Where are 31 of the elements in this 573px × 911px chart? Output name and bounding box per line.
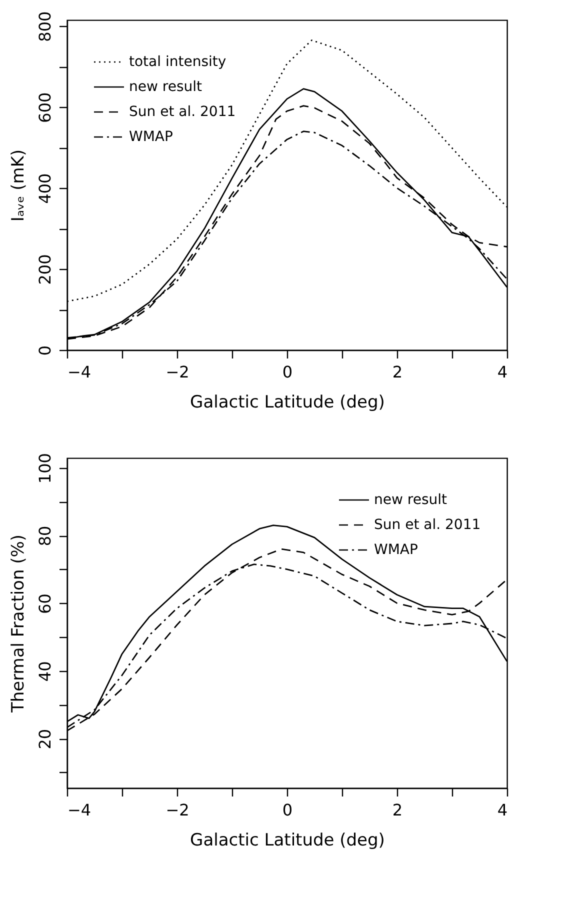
y-tick-label: 0: [36, 345, 54, 356]
legend-label: WMAP: [374, 542, 418, 558]
y-tick-label: 80: [36, 526, 54, 546]
legend-label: WMAP: [129, 129, 173, 145]
x-axis-title: Galactic Latitude (deg): [190, 830, 385, 850]
x-tick-label: 2: [392, 800, 403, 820]
x-axis-title: Galactic Latitude (deg): [190, 392, 385, 412]
y-tick-label: 20: [36, 728, 54, 750]
y-axis-title: Thermal Fraction (%): [8, 534, 28, 714]
legend-label: new result: [129, 79, 203, 95]
legend-label: total intensity: [129, 54, 226, 70]
x-tick-label: 4: [497, 800, 508, 820]
x-tick-label: 2: [392, 362, 403, 382]
y-tick-label: 600: [36, 92, 54, 123]
y-tick-label: 400: [36, 173, 54, 204]
y-tick-label: 60: [36, 594, 54, 614]
legend-label: Sun et al. 2011: [374, 517, 481, 533]
legend-label: Sun et al. 2011: [129, 104, 236, 120]
legend-label: new result: [374, 492, 448, 508]
x-tick-label: 0: [282, 800, 293, 820]
y-tick-label: 40: [36, 661, 54, 682]
x-tick-label: −4: [68, 362, 92, 382]
y-tick-label: 100: [36, 453, 54, 484]
x-tick-label: 0: [282, 362, 293, 382]
y-tick-label: 200: [36, 254, 54, 285]
y-axis-title: Iₐᵥₑ (mK): [8, 149, 28, 222]
x-tick-label: −2: [166, 362, 190, 382]
x-tick-label: −4: [68, 800, 92, 820]
y-tick-label: 800: [36, 11, 54, 42]
x-tick-label: −2: [166, 800, 190, 820]
x-tick-label: 4: [497, 362, 508, 382]
